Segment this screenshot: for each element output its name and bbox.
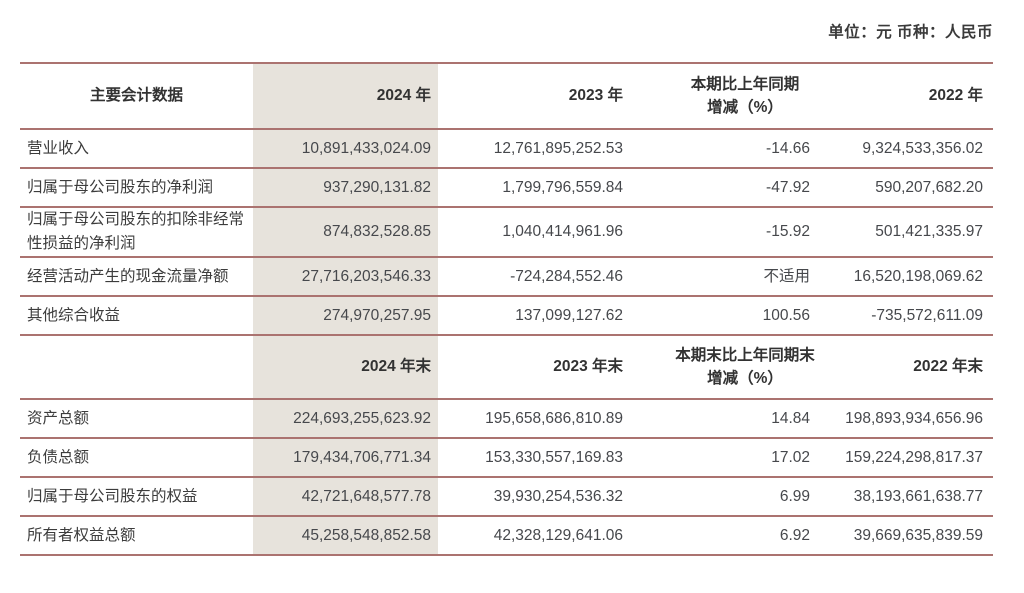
value-2023-cell: 39,930,254,536.32 — [493, 487, 623, 505]
value-2022-cell: 159,224,298,817.37 — [845, 448, 983, 466]
table-row: 资产总额 224,693,255,623.92 195,658,686,810.… — [20, 399, 993, 438]
row-metric-label: 归属于母公司股东的净利润 — [27, 178, 214, 196]
value-change-cell: 6.92 — [779, 526, 810, 544]
value-2023-cell: 153,330,557,169.83 — [485, 448, 623, 466]
table-row: 归属于母公司股东的净利润 937,290,131.82 1,799,796,55… — [20, 168, 993, 207]
value-2022-cell: -735,572,611.09 — [871, 306, 983, 324]
value-2022-cell: 39,669,635,839.59 — [853, 526, 983, 544]
row-metric-label: 所有者权益总额 — [27, 526, 136, 544]
header-2022-end: 2022 年末 — [913, 358, 983, 375]
row-metric-label: 负债总额 — [27, 448, 90, 466]
value-change-cell: -15.92 — [766, 223, 810, 240]
period-end-rows-section: 资产总额 224,693,255,623.92 195,658,686,810.… — [20, 399, 993, 555]
period-end-header-row: 2024 年末 2023 年末 本期末比上年同期末 增减（%） 2022 年末 — [20, 335, 993, 399]
value-change-cell: -47.92 — [766, 178, 810, 196]
table-row: 营业收入 10,891,433,024.09 12,761,895,252.53… — [20, 129, 993, 168]
table-row: 归属于母公司股东的扣除非经常性损益的净利润 874,832,528.85 1,0… — [20, 207, 993, 257]
table-row: 经营活动产生的现金流量净额 27,716,203,546.33 -724,284… — [20, 257, 993, 296]
header-2024: 2024 年 — [253, 63, 438, 129]
value-2024-cell: 10,891,433,024.09 — [253, 129, 438, 168]
table-row: 所有者权益总额 45,258,548,852.58 42,328,129,641… — [20, 516, 993, 555]
value-change-cell: 不适用 — [763, 267, 810, 285]
value-change-cell: 6.99 — [779, 487, 810, 505]
header-period-end-change-line1: 本期末比上年同期末 — [675, 347, 815, 364]
value-2023-cell: 137,099,127.62 — [515, 306, 623, 324]
value-2024-cell: 274,970,257.95 — [253, 296, 438, 335]
value-2024-cell: 27,716,203,546.33 — [253, 257, 438, 296]
header-2024-end: 2024 年末 — [253, 335, 438, 399]
row-metric-label: 归属于母公司股东的权益 — [27, 487, 198, 505]
financial-table: 主要会计数据 2024 年 2023 年 本期比上年同期 增减（%） 2022 … — [20, 62, 993, 556]
value-change-cell: 17.02 — [771, 448, 810, 466]
value-2023-cell: 1,799,796,559.84 — [502, 178, 623, 196]
header-yoy-change: 本期比上年同期 增减（%） — [628, 63, 820, 129]
header-period-end-change-line2: 增减（%） — [707, 370, 783, 387]
header-period-end-change: 本期末比上年同期末 增减（%） — [628, 335, 820, 399]
value-2024-cell: 874,832,528.85 — [253, 207, 438, 257]
header-metric-label-empty — [20, 335, 253, 399]
header-2022: 2022 年 — [928, 87, 983, 104]
value-2022-cell: 198,893,934,656.96 — [845, 409, 983, 427]
value-2024-cell: 45,258,548,852.58 — [253, 516, 438, 555]
row-metric-label: 归属于母公司股东的扣除非经常性损益的净利润 — [27, 211, 245, 252]
header-yoy-change-line1: 本期比上年同期 — [690, 76, 800, 93]
value-2023-cell: -724,284,552.46 — [510, 267, 623, 285]
row-metric-label: 经营活动产生的现金流量净额 — [27, 267, 229, 285]
value-change-cell: -14.66 — [766, 139, 810, 157]
row-metric-label: 其他综合收益 — [27, 306, 121, 324]
annual-header-row: 主要会计数据 2024 年 2023 年 本期比上年同期 增减（%） 2022 … — [20, 63, 993, 129]
row-metric-label: 营业收入 — [27, 139, 90, 157]
value-2022-cell: 9,324,533,356.02 — [862, 139, 983, 157]
unit-currency-note: 单位：元 币种：人民币 — [828, 24, 993, 41]
row-metric-label: 资产总额 — [27, 409, 90, 427]
table-row: 负债总额 179,434,706,771.34 153,330,557,169.… — [20, 438, 993, 477]
header-metric-label: 主要会计数据 — [89, 87, 183, 104]
annual-rows-section: 营业收入 10,891,433,024.09 12,761,895,252.53… — [20, 129, 993, 335]
value-change-cell: 100.56 — [762, 306, 810, 324]
value-2024-cell: 224,693,255,623.92 — [253, 399, 438, 438]
header-yoy-change-line2: 增减（%） — [707, 99, 783, 116]
value-2022-cell: 16,520,198,069.62 — [853, 267, 983, 285]
header-2023: 2023 年 — [568, 87, 623, 104]
value-2022-cell: 38,193,661,638.77 — [853, 487, 983, 505]
value-2024-cell: 42,721,648,577.78 — [253, 477, 438, 516]
value-2022-cell: 501,421,335.97 — [875, 223, 983, 240]
value-2024-cell: 179,434,706,771.34 — [253, 438, 438, 477]
value-change-cell: 14.84 — [771, 409, 810, 427]
value-2023-cell: 1,040,414,961.96 — [502, 223, 623, 240]
table-row: 其他综合收益 274,970,257.95 137,099,127.62 100… — [20, 296, 993, 335]
header-2023-end: 2023 年末 — [553, 358, 623, 375]
value-2023-cell: 195,658,686,810.89 — [485, 409, 623, 427]
table-row: 归属于母公司股东的权益 42,721,648,577.78 39,930,254… — [20, 477, 993, 516]
value-2022-cell: 590,207,682.20 — [875, 178, 983, 196]
value-2023-cell: 12,761,895,252.53 — [493, 139, 623, 157]
value-2024-cell: 937,290,131.82 — [253, 168, 438, 207]
value-2023-cell: 42,328,129,641.06 — [493, 526, 623, 544]
